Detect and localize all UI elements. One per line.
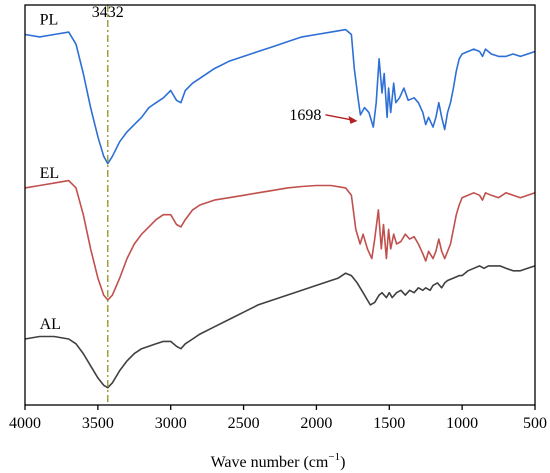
series-line-pl <box>24 28 536 165</box>
series-line-al <box>24 265 536 389</box>
series-layer <box>24 28 536 389</box>
x-axis-ticks: 4000 3500 3000 2500 2000 1500 1000 500 <box>9 405 547 432</box>
series-label-al: AL <box>40 316 61 333</box>
series-line-el <box>24 179 536 301</box>
x-tick-label: 3000 <box>155 415 187 432</box>
x-tick-label: 4000 <box>9 415 41 432</box>
reference-line-layer: 3432 <box>92 4 124 405</box>
x-tick-label: 2500 <box>228 415 260 432</box>
series-labels: PL EL AL <box>40 11 61 332</box>
x-axis-title: Wave number (cm−1) <box>211 451 346 471</box>
annotation-1698-label: 1698 <box>289 107 321 124</box>
annotation-arrow <box>325 114 352 121</box>
x-tick-label: 500 <box>523 415 547 432</box>
plot-frame <box>24 4 536 406</box>
x-tick-label: 1500 <box>373 415 405 432</box>
x-tick-label: 1000 <box>446 415 478 432</box>
series-label-pl: PL <box>40 11 59 28</box>
series-label-el: EL <box>40 165 60 182</box>
x-tick-label: 2000 <box>300 415 332 432</box>
plot-border <box>24 4 536 406</box>
x-tick-label: 3500 <box>82 415 114 432</box>
annotations: 1698 <box>289 107 358 124</box>
reference-line-label: 3432 <box>92 4 124 21</box>
annotation-arrowhead <box>348 115 358 124</box>
